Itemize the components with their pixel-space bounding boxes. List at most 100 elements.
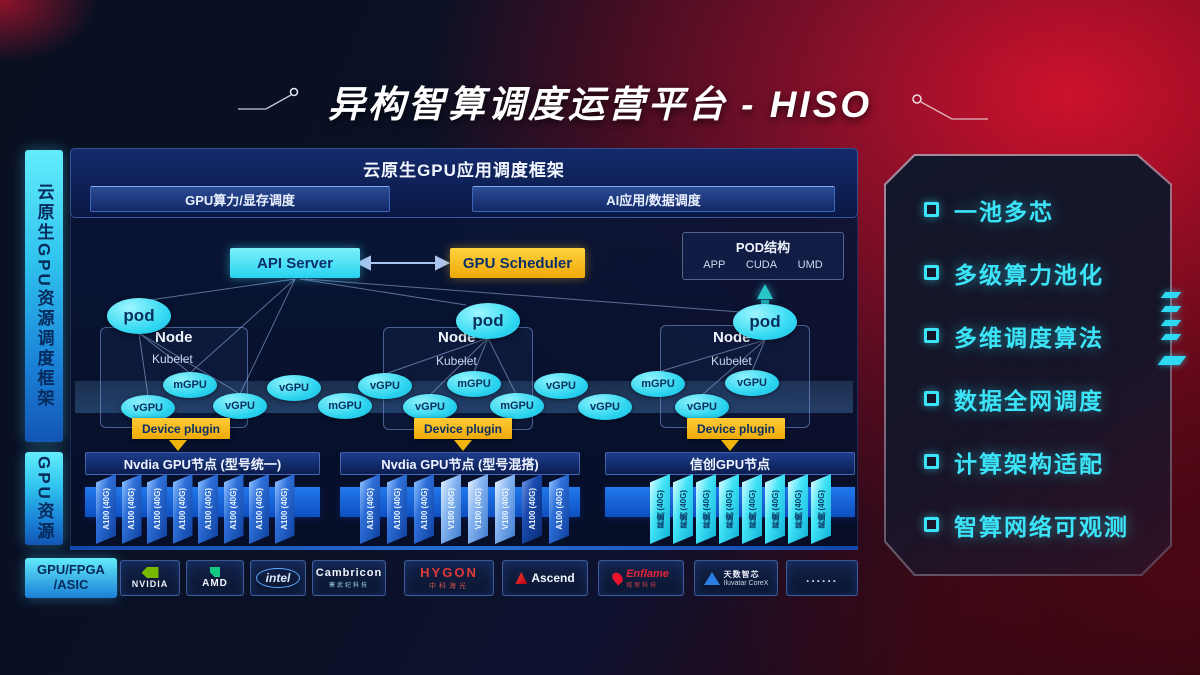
device-plugin-2: Device plugin — [414, 418, 512, 439]
bar-ai-data-scheduling: AI应用/数据调度 — [472, 186, 835, 212]
vendor-tile-enflame: Enflame 燧原科技 — [598, 560, 684, 596]
gpu-card: A100 (40G) — [387, 474, 407, 544]
iluvatar-logo-icon — [703, 571, 720, 585]
gpu-card: A100 (40G) — [549, 474, 569, 544]
panel-bottom-glow — [70, 546, 858, 550]
gpu-card: 昇腾 (40G) — [696, 474, 716, 544]
enflame-sub-label: 燧原科技 — [626, 582, 659, 589]
ascend-label: Ascend — [531, 571, 575, 585]
sidebar-gpu-resource-label: GPU资源 — [34, 455, 54, 542]
square-bullet-icon — [924, 202, 939, 217]
device-plugin-1-arrow-icon — [169, 440, 187, 451]
feature-label: 多维调度算法 — [954, 324, 1104, 351]
gpu-card: A100 (40G) — [96, 474, 116, 544]
sidebar-framework-label: 云原生GPU资源调度框架 — [34, 183, 54, 409]
gpu-card: A100 (40G) — [522, 474, 542, 544]
enflame-label: Enflame — [626, 567, 669, 580]
hardware-types-box: GPU/FPGA /ASIC — [25, 558, 117, 598]
gpu-card: 昇腾 (40G) — [765, 474, 785, 544]
amd-logo-icon — [210, 567, 220, 577]
hygon-sub-label: 中科海光 — [429, 583, 469, 590]
enflame-logo-icon — [610, 570, 625, 586]
hygon-label: HYGON — [420, 565, 478, 580]
feature-label: 多级算力池化 — [954, 261, 1104, 288]
cambricon-sub-label: 寒武纪科技 — [328, 583, 369, 589]
gpu-card: V100 (40G) — [495, 474, 515, 544]
nvidia-logo-icon — [141, 567, 159, 578]
gpu-ellipse-vgpu: vGPU — [675, 394, 729, 420]
gpu-card: 昇腾 (40G) — [673, 474, 693, 544]
gpu-card: V100 (40G) — [441, 474, 461, 544]
feature-panel: 一池多芯 多级算力池化 多维调度算法 数据全网调度 计算架构适配 智算网络可观测 — [886, 156, 1170, 574]
feature-item-5: 计算架构适配 — [924, 430, 1170, 493]
gpu-group-2-header: Nvdia GPU节点 (型号混搭) — [340, 452, 580, 475]
node-3-kubelet: Kubelet — [711, 354, 752, 368]
framework-header-title: 云原生GPU应用调度框架 — [363, 161, 565, 180]
gpu-card: A100 (40G) — [121, 474, 142, 544]
feature-item-3: 多维调度算法 — [924, 304, 1170, 367]
gpu-card: A100 (40G) — [414, 474, 434, 544]
gpu-card: 昇腾 (40G) — [719, 474, 739, 544]
gpu-ellipse-vgpu: vGPU — [267, 375, 321, 401]
feature-label: 计算架构适配 — [954, 450, 1104, 477]
gpu-card: A100 (40G) — [223, 474, 244, 544]
gpu-ellipse-vgpu: vGPU — [403, 394, 457, 420]
gpu-card: A100 (40G) — [274, 474, 295, 544]
pod-structure-title: POD结构 — [735, 240, 791, 255]
feature-item-6: 智算网络可观测 — [924, 493, 1170, 556]
cambricon-label: Cambricon — [315, 567, 383, 579]
square-bullet-icon — [924, 454, 939, 469]
bar-gpu-compute-scheduling: GPU算力/显存调度 — [90, 186, 390, 212]
amd-label: AMD — [202, 578, 228, 589]
gpu-scheduler-box: GPU Scheduler — [450, 248, 585, 278]
gpu-group-3-header: 信创GPU节点 — [605, 452, 855, 475]
node-1-label: Node — [155, 329, 193, 346]
gpu-card: 昇腾 (40G) — [742, 474, 762, 544]
gpu-card: A100 (40G) — [249, 474, 269, 544]
feature-item-2: 多级算力池化 — [924, 241, 1170, 304]
gpu-ellipse-mgpu: mGPU — [447, 371, 501, 397]
gpu-ellipse-mgpu: mGPU — [631, 371, 685, 397]
iluvatar-sub-label: Iluvatar CoreX — [723, 580, 769, 587]
hardware-types-line2: /ASIC — [53, 577, 89, 592]
slash-decor-icon — [1157, 356, 1187, 365]
gpu-ellipse-vgpu: vGPU — [121, 395, 175, 421]
pod-structure-item-umd: UMD — [797, 259, 823, 271]
square-bullet-icon — [924, 265, 939, 280]
gpu-ellipse-mgpu: mGPU — [163, 372, 217, 398]
gpu-ellipse-vgpu: vGPU — [358, 373, 412, 399]
gpu-card: A100 (40G) — [147, 474, 167, 544]
pod-ellipse-2: pod — [456, 303, 520, 339]
node-2-kubelet: Kubelet — [436, 354, 477, 368]
feature-label: 智算网络可观测 — [954, 513, 1129, 540]
feature-label: 一池多芯 — [954, 198, 1054, 225]
vendor-tile-iluvatar: 天数智芯 Iluvatar CoreX — [694, 560, 778, 596]
api-server-box: API Server — [230, 248, 360, 278]
feature-item-1: 一池多芯 — [924, 178, 1170, 241]
pod-ellipse-3: pod — [733, 304, 797, 340]
vendor-tile-intel: intel — [250, 560, 306, 596]
device-plugin-3-arrow-icon — [721, 440, 739, 451]
feature-label: 数据全网调度 — [954, 387, 1104, 414]
gpu-card: 昇腾 (40G) — [788, 474, 808, 544]
pod-structure-up-arrow-icon — [757, 284, 773, 299]
device-plugin-2-arrow-icon — [454, 440, 472, 451]
vendor-tile-cambricon: Cambricon 寒武纪科技 — [312, 560, 386, 596]
iluvatar-label: 天数智芯 — [723, 570, 760, 579]
gpu-ellipse-vgpu: vGPU — [213, 393, 267, 419]
node-1-kubelet: Kubelet — [152, 352, 193, 366]
vendor-tile-hygon: HYGON 中科海光 — [404, 560, 494, 596]
gpu-card: A100 (40G) — [198, 474, 218, 544]
vendor-tile-nvidia: NVIDIA — [120, 560, 180, 596]
gpu-card: 昇腾 (40G) — [811, 474, 831, 544]
sidebar-framework-bar: 云原生GPU资源调度框架 — [25, 150, 63, 442]
vendor-tile-amd: AMD — [186, 560, 244, 596]
feature-item-4: 数据全网调度 — [924, 367, 1170, 430]
square-bullet-icon — [924, 517, 939, 532]
gpu-group-1-header: Nvdia GPU节点 (型号统一) — [85, 452, 320, 475]
vendor-tile-ascend: Ascend — [502, 560, 588, 596]
hardware-types-line1: GPU/FPGA — [37, 562, 105, 578]
gpu-ellipse-vgpu: vGPU — [578, 394, 632, 420]
more-vendors-label: ...... — [805, 571, 838, 585]
